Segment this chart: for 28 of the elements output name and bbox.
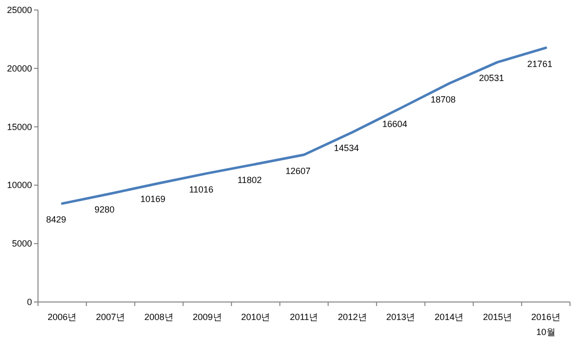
x-tick-label: 2009년	[192, 312, 222, 322]
data-label: 11802	[237, 175, 262, 186]
x-tick-label: 2015년	[482, 312, 512, 322]
x-tick-label: 2006년	[48, 312, 77, 322]
x-tick-label: 2013년	[386, 312, 416, 322]
y-tick-label: 25000	[6, 5, 32, 15]
x-tick-label: 2010년	[241, 312, 270, 322]
data-label: 10169	[140, 194, 166, 204]
y-tick-label: 5000	[12, 238, 32, 249]
y-tick-label: 20000	[6, 63, 32, 74]
data-label: 14534	[334, 143, 359, 154]
x-tick-label: 2008년	[144, 312, 174, 322]
data-label: 9280	[94, 204, 115, 215]
data-label: 11016	[189, 184, 214, 194]
data-label: 16604	[382, 119, 408, 130]
data-label: 12607	[285, 166, 311, 176]
y-tick-label: 15000	[6, 122, 32, 132]
data-label: 20531	[478, 73, 504, 84]
x-tick-label: 2007년	[96, 312, 126, 322]
data-label: 8429	[46, 214, 66, 225]
x-tick-label: 2016년 10월	[531, 312, 560, 337]
y-tick-label: 10000	[6, 180, 32, 190]
x-tick-label: 2014년	[434, 312, 464, 322]
data-label: 18708	[430, 94, 456, 104]
data-label: 21761	[527, 58, 552, 69]
x-tick-label: 2011년	[290, 312, 318, 322]
x-tick-label: 2012년	[338, 312, 367, 322]
y-tick-label: 0	[26, 297, 32, 307]
